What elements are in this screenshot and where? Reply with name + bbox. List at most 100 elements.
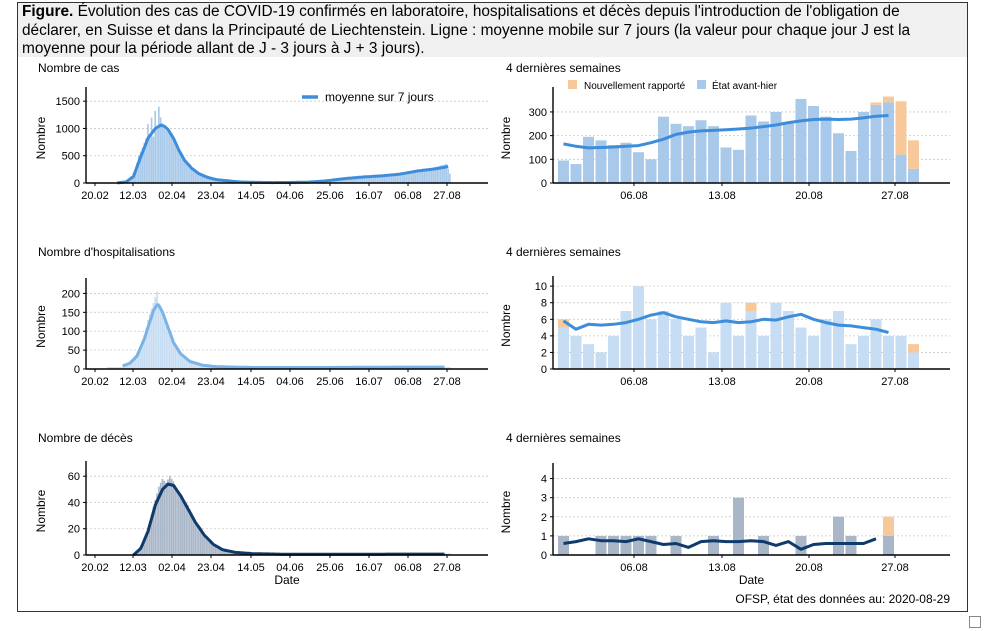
- death-long-bar: [163, 480, 166, 555]
- hosp-4w-bar: [883, 335, 894, 369]
- cases-4w-bar: [633, 152, 644, 183]
- hosp-long-bar: [172, 342, 175, 369]
- hosp-long-bar: [187, 359, 189, 369]
- death-long-bar: [221, 549, 224, 555]
- cases-long-bar: [185, 162, 187, 183]
- hosp-4w-bar: [908, 352, 919, 369]
- cases-long-bar: [414, 171, 417, 183]
- cases-4w-ytick-label: 0: [541, 178, 547, 190]
- death-long-bar: [148, 521, 151, 555]
- death-4w-xtick-label: 20.08: [795, 562, 823, 574]
- death-4w-series-line: [563, 537, 877, 551]
- hosp-long-bar: [181, 355, 184, 369]
- cases-4w-bar: [808, 106, 819, 183]
- cases-long-bar: [443, 164, 446, 183]
- hosp-long-bar: [188, 361, 191, 369]
- cases-long-xtick-label: 23.04: [197, 190, 225, 202]
- death-long-xtick-label: 27.08: [433, 562, 461, 574]
- death-4w-bar: [670, 535, 682, 555]
- death-4w-bar: [708, 535, 719, 555]
- cases-long-bar: [145, 138, 147, 183]
- death-4w-xtick-label: 27.08: [881, 562, 909, 574]
- death-4w-ytick-label: 4: [541, 474, 547, 486]
- cases-4w-xtick-label: 20.08: [795, 190, 823, 202]
- death-long-bar: [228, 551, 231, 555]
- resize-handle[interactable]: [969, 616, 981, 628]
- death-long-bar: [183, 500, 186, 555]
- hosp-4w-bar: [583, 344, 594, 369]
- cases-long-bar: [176, 147, 178, 183]
- source-note: OFSP, état des données au: 2020-08-29: [735, 592, 950, 606]
- cases-4w-xtick-label: 27.08: [881, 190, 909, 202]
- cases-long-bar: [358, 177, 360, 183]
- hosp-long-bar: [141, 340, 144, 369]
- cases-4w-ytick-label: 200: [529, 131, 547, 143]
- cases-long-bar: [429, 168, 431, 183]
- cases-long-bar: [158, 106, 160, 183]
- hosp-long-bar: [199, 364, 202, 369]
- cases-long-bar: [188, 166, 191, 183]
- cases-long-bar: [136, 162, 138, 183]
- cases-4w-bar: [570, 164, 582, 183]
- cases-long-xtick-label: 27.08: [433, 190, 461, 202]
- cases-4w-bar: [858, 111, 869, 183]
- hosp-long-bar: [205, 365, 207, 369]
- hosp-4w-ytick-label: 10: [535, 281, 547, 293]
- cases-long-ylabel: Nombre: [34, 116, 48, 159]
- legend-new-reported-swatch: [568, 80, 577, 89]
- hosp-long-ylabel: Nombre: [34, 305, 48, 348]
- hosp-4w-bar: [745, 311, 757, 369]
- cases-4w-bar: [895, 154, 907, 183]
- cases-long-bar: [150, 117, 153, 183]
- death-4w-ytick-label: 0: [541, 550, 547, 562]
- cases-4w-bar: [783, 122, 794, 183]
- cases-4w-bar: [883, 102, 894, 183]
- cases-long-bar: [345, 178, 348, 183]
- cases-long-bar: [416, 171, 418, 183]
- hosp-long-bar: [112, 367, 115, 369]
- death-long-xtick-label: 23.04: [197, 562, 225, 574]
- cases-4w-bar: [833, 133, 844, 183]
- cases-long-bar: [196, 171, 198, 183]
- cases-long-xtick-label: 16.07: [355, 190, 383, 202]
- cases-4w-bar: [870, 104, 882, 183]
- cases-long-bar: [392, 174, 395, 183]
- death-long-ylabel: Nombre: [34, 489, 48, 532]
- cases-long-bar: [343, 178, 346, 183]
- cases-long-bar: [418, 171, 420, 183]
- cases-long-bar: [372, 176, 375, 183]
- death-4w-title: 4 dernières semaines: [506, 431, 621, 445]
- death-long-bar: [214, 545, 217, 555]
- death-4w-ylabel: Nombre: [499, 490, 513, 533]
- hosp-long-bar: [449, 367, 451, 369]
- cases-long-ytick-label: 1000: [56, 123, 80, 135]
- cases-4w-new-bar: [895, 101, 907, 155]
- death-long-bar: [168, 476, 171, 555]
- death-long-bar: [205, 537, 207, 555]
- cases-4w-bar: [908, 168, 919, 183]
- hosp-long-bar: [107, 367, 109, 369]
- hosp-4w-bar: [808, 335, 819, 369]
- caption-text: Évolution des cas de COVID-19 confirmés …: [22, 3, 911, 57]
- death-4w-xlabel: Date: [739, 573, 765, 587]
- cases-long-bar: [179, 154, 182, 183]
- cases-long-ytick-label: 500: [62, 151, 80, 163]
- legend-new-reported-label: Nouvellement rapporté: [584, 81, 686, 92]
- hosp-4w-bar: [670, 319, 682, 369]
- hosp-long-bar: [147, 319, 149, 369]
- hosp-long-bar: [121, 367, 124, 369]
- death-4w-xtick-label: 06.08: [620, 562, 648, 574]
- hosp-long-xtick-label: 02.04: [158, 376, 186, 388]
- hosp-4w-bar: [833, 311, 844, 369]
- cases-long-bar: [212, 178, 215, 183]
- cases-long-bar: [192, 169, 195, 183]
- cases-long-bar: [190, 167, 193, 183]
- hosp-4w-bar: [783, 311, 794, 369]
- hosp-4w-title: 4 dernières semaines: [506, 245, 621, 259]
- hosp-4w-bar: [720, 302, 732, 369]
- cases-4w-bar: [645, 159, 657, 183]
- cases-4w-bar: [745, 115, 757, 183]
- death-4w-xtick-label: 13.08: [708, 562, 736, 574]
- death-long-bar: [207, 538, 209, 555]
- death-4w-ytick-label: 2: [541, 512, 547, 524]
